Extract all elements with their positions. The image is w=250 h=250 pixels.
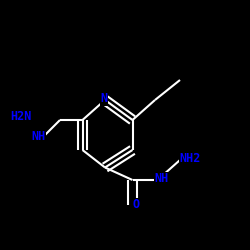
Text: NH: NH — [154, 172, 168, 185]
Text: NH: NH — [32, 130, 46, 143]
Text: NH2: NH2 — [179, 152, 201, 165]
Text: N: N — [100, 92, 107, 105]
Text: O: O — [133, 198, 140, 211]
Text: H2N: H2N — [10, 110, 32, 123]
